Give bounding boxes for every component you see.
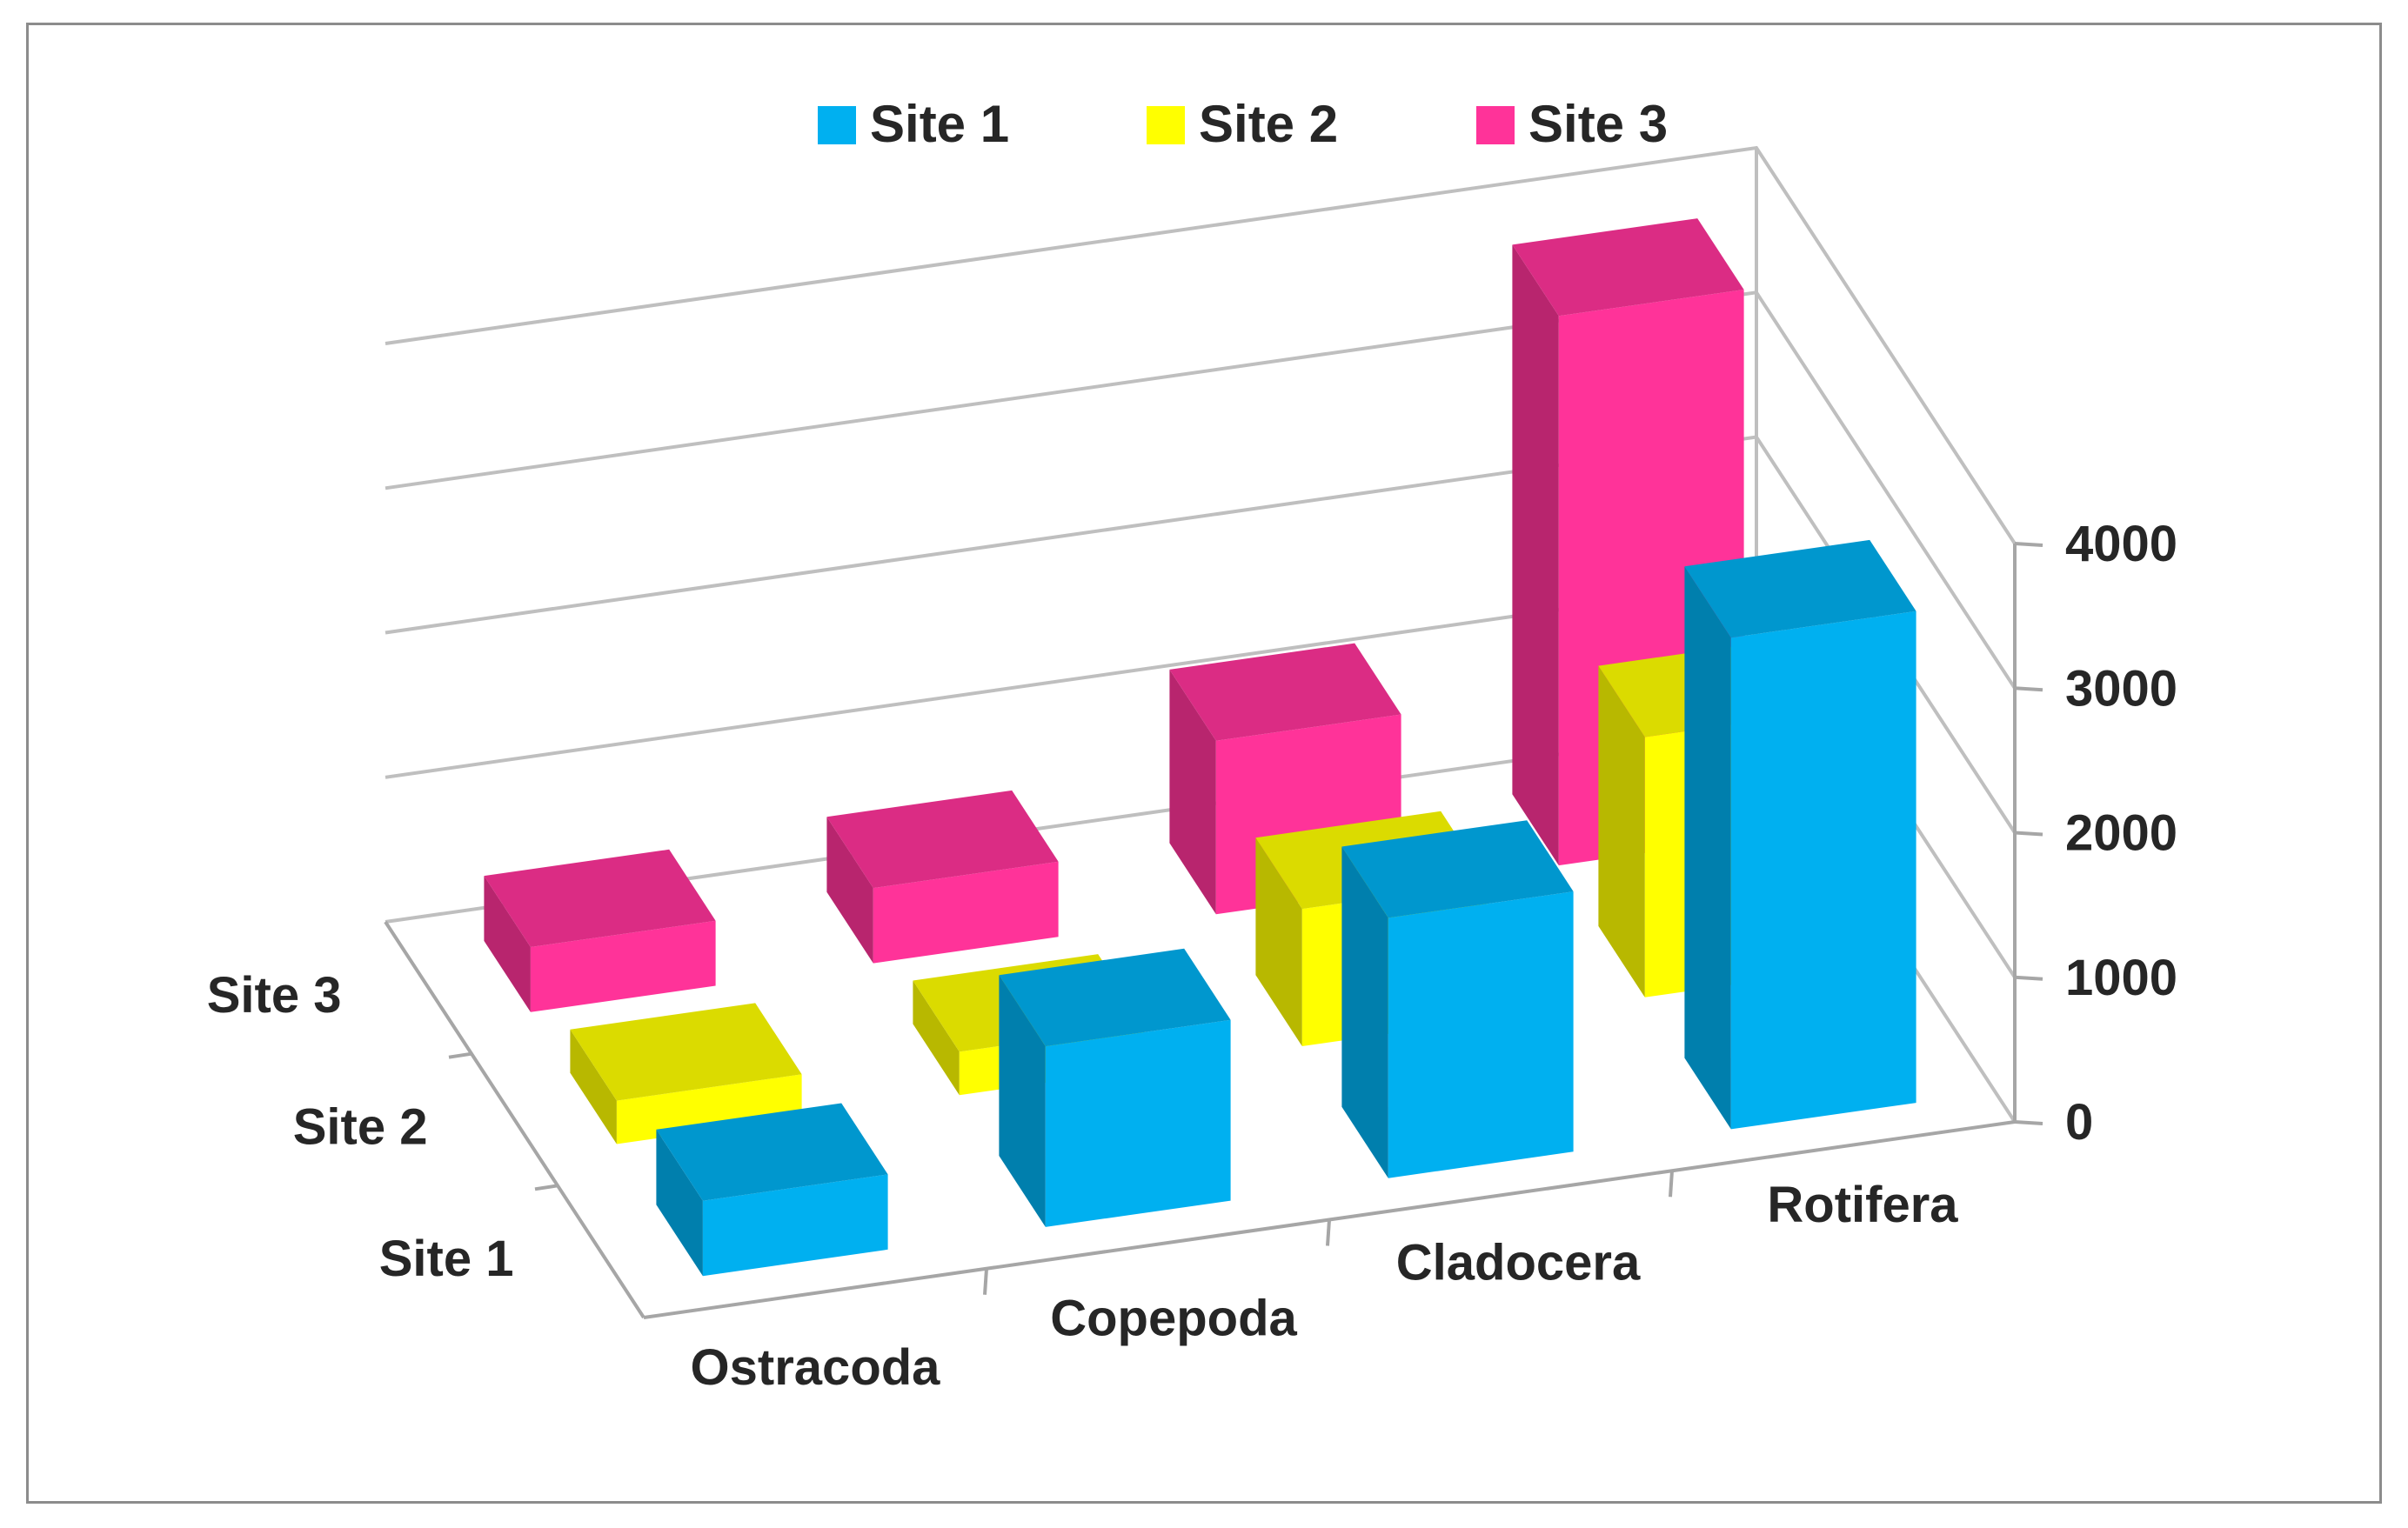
bar-front-face (530, 920, 716, 1012)
depth-tick (448, 1051, 472, 1059)
x-tick (983, 1268, 988, 1295)
bar-site-1-ostracoda (656, 1103, 888, 1277)
y-tick-label: 3000 (2065, 660, 2177, 717)
bar-top-face (1512, 218, 1744, 317)
bar-top-face (999, 948, 1231, 1047)
bar-side-face (1684, 566, 1731, 1130)
bar-site-3-ostracoda (484, 849, 716, 1012)
y-tick (2014, 1120, 2043, 1125)
floor-left-edge (384, 920, 645, 1319)
bar-front-face (702, 1174, 888, 1277)
bar-side-face (1255, 837, 1302, 1046)
bar-side-face (999, 975, 1046, 1227)
gridline (385, 145, 2017, 545)
y-tick-labels: 0 1000 2000 3000 4000 (2065, 516, 2177, 1151)
bar-site-3-copepoda (826, 790, 1059, 964)
category-label: Copepoda (1050, 1291, 1297, 1347)
y-tick-label: 4000 (2065, 516, 2177, 572)
bar-side-face (913, 980, 960, 1096)
bar-side-face (1512, 244, 1559, 866)
y-tick-label: 0 (2065, 1094, 2093, 1151)
depth-label: Site 1 (379, 1231, 514, 1287)
bar-site-2-ostracoda (570, 1003, 802, 1144)
bar-top-face (1169, 643, 1401, 741)
legend-swatch (818, 106, 856, 144)
bar-side-face (484, 876, 531, 1012)
bar-side-face (1598, 665, 1645, 998)
y-tick (2014, 975, 2043, 981)
bar-side-face (1341, 846, 1388, 1178)
bar-top-face (484, 849, 716, 947)
bars (484, 218, 1916, 1277)
legend-label: Site 3 (1528, 95, 1668, 153)
legend-item: Site 3 (1476, 95, 1668, 153)
legend-swatch (1147, 106, 1185, 144)
bar-top-face (826, 790, 1059, 889)
bar-top-face (570, 1003, 802, 1101)
x-tick (1326, 1219, 1331, 1246)
legend-label: Site 1 (870, 95, 1009, 153)
bar-side-face (826, 817, 873, 964)
legend-label: Site 2 (1199, 95, 1338, 153)
depth-label: Site 3 (207, 967, 342, 1024)
legend: Site 1 Site 2 Site 3 (818, 95, 1668, 153)
category-labels: Ostracoda Copepoda Cladocera Rotifera (691, 1177, 1959, 1396)
y-tick (2014, 831, 2043, 837)
depth-labels: Site 1 Site 2 Site 3 (207, 967, 514, 1287)
y-tick-label: 1000 (2065, 950, 2177, 1006)
bar-front-face (1730, 611, 1916, 1130)
bar-front-face (616, 1074, 802, 1144)
legend-swatch (1476, 106, 1515, 144)
bar-side-face (1169, 669, 1216, 915)
bar-site-1-cladocera (1341, 820, 1574, 1178)
bar-side-face (570, 1029, 617, 1144)
bar-top-face (1341, 820, 1574, 918)
legend-item: Site 2 (1147, 95, 1338, 153)
y-tick-label: 2000 (2065, 805, 2177, 862)
bar-top-face (1684, 539, 1916, 638)
bar-site-1-copepoda (999, 948, 1231, 1227)
depth-tick (534, 1184, 559, 1191)
x-tick (1669, 1171, 1674, 1198)
legend-item: Site 1 (818, 95, 1009, 153)
y-tick (2014, 542, 2043, 547)
category-label: Cladocera (1396, 1234, 1641, 1291)
bar-front-face (1388, 891, 1574, 1178)
bar-front-face (873, 861, 1059, 964)
category-label: Ostracoda (691, 1339, 941, 1396)
category-label: Rotifera (1767, 1177, 1958, 1233)
bar-site-1-rotifera (1684, 539, 1916, 1130)
bar-top-face (656, 1103, 888, 1201)
axes (384, 542, 2043, 1319)
bar-side-face (656, 1129, 703, 1277)
depth-label: Site 2 (293, 1099, 428, 1156)
y-tick (2014, 686, 2043, 692)
bar-front-face (1045, 1019, 1231, 1227)
